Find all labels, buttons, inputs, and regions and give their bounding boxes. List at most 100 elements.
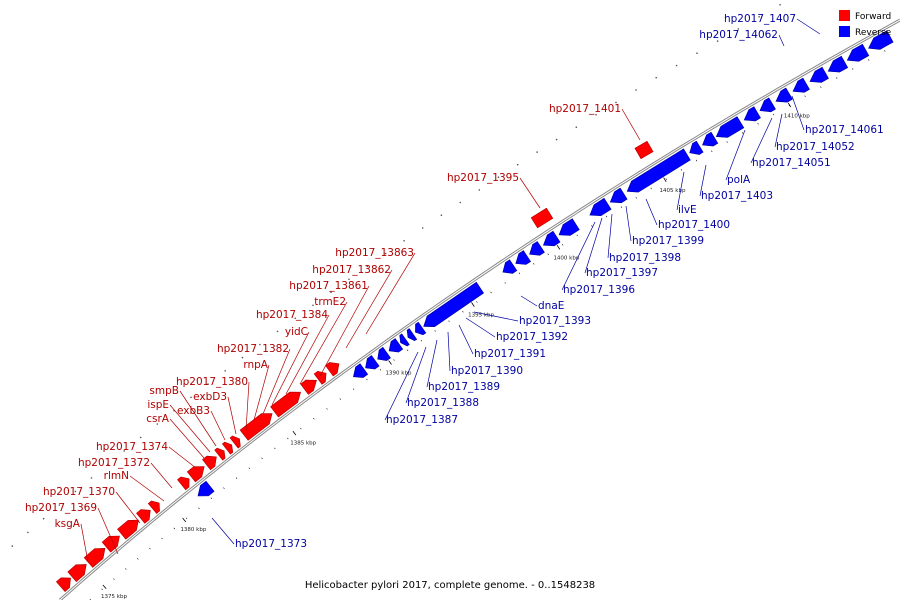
ring-dot (241, 356, 244, 359)
forward-gene-label-hp2017-13863[interactable]: hp2017_13863 (335, 247, 414, 259)
forward-gene[interactable] (117, 519, 139, 540)
reverse-gene-label-hp2017-1390[interactable]: hp2017_1390 (451, 365, 523, 377)
forward-gene[interactable] (83, 547, 106, 568)
forward-gene-label-hp2017-1395-leader (519, 177, 541, 209)
forward-gene-hp2017-1401[interactable] (634, 140, 654, 160)
reverse-gene[interactable] (626, 148, 691, 193)
ring-dot (696, 52, 698, 54)
reverse-gene[interactable] (558, 218, 580, 236)
forward-gene-label-ispe[interactable]: ispE (147, 399, 169, 411)
reverse-gene[interactable] (415, 321, 427, 336)
forward-gene[interactable] (270, 391, 301, 418)
reverse-gene[interactable] (423, 281, 485, 328)
reverse-gene-label-hp2017-1388[interactable]: hp2017_1388 (407, 397, 479, 409)
reverse-gene[interactable] (689, 140, 704, 155)
reverse-gene[interactable] (399, 333, 410, 347)
forward-gene-label-hp2017-1369[interactable]: hp2017_1369 (25, 502, 97, 514)
reverse-gene[interactable] (388, 338, 404, 353)
forward-gene[interactable] (202, 455, 217, 471)
forward-gene[interactable] (239, 413, 273, 441)
forward-gene-label-hp2017-1374[interactable]: hp2017_1374 (96, 441, 168, 453)
forward-gene-label-hp2017-1380[interactable]: hp2017_1380 (176, 376, 248, 388)
reverse-gene[interactable] (809, 66, 829, 83)
forward-gene-label-hp2017-1370[interactable]: hp2017_1370 (43, 486, 115, 498)
ring-dot (536, 151, 538, 153)
reverse-gene-label-hp2017-1392[interactable]: hp2017_1392 (496, 331, 568, 343)
forward-gene[interactable] (136, 509, 151, 524)
forward-gene[interactable] (67, 564, 87, 583)
forward-gene-label-hp2017-13862[interactable]: hp2017_13862 (312, 264, 391, 276)
scale-minor-tick (576, 234, 578, 237)
forward-gene-label-exbb3[interactable]: exbB3 (177, 405, 210, 417)
forward-gene-label-rlmn[interactable]: rlmN (104, 470, 129, 482)
forward-gene[interactable] (221, 441, 234, 455)
forward-gene-label-ksga[interactable]: ksgA (55, 518, 81, 530)
reverse-gene-label-hp2017-1373[interactable]: hp2017_1373 (235, 538, 307, 550)
ring-dot (555, 138, 558, 141)
forward-gene-label-trme2[interactable]: trmE2 (314, 296, 346, 308)
forward-gene-hp2017-1395[interactable] (530, 207, 554, 229)
reverse-gene-label-hp2017-1389[interactable]: hp2017_1389 (428, 381, 500, 393)
forward-gene[interactable] (214, 447, 226, 461)
reverse-gene-label-hp2017-14052[interactable]: hp2017_14052 (776, 141, 855, 153)
reverse-gene-label-hp2017-1393[interactable]: hp2017_1393 (519, 315, 591, 327)
forward-gene[interactable] (300, 379, 317, 395)
forward-gene-label-hp2017-1382[interactable]: hp2017_1382 (217, 343, 289, 355)
forward-gene[interactable] (186, 466, 205, 483)
reverse-gene[interactable] (197, 480, 215, 497)
reverse-gene[interactable] (589, 197, 612, 217)
reverse-gene[interactable] (868, 30, 894, 50)
reverse-gene-label-hp2017-14051[interactable]: hp2017_14051 (752, 157, 831, 169)
reverse-gene[interactable] (759, 97, 776, 113)
forward-gene-label-exbd3-leader (227, 396, 237, 435)
reverse-gene-label-hp2017-1391[interactable]: hp2017_1391 (474, 348, 546, 360)
reverse-gene-label-hp2017-1387[interactable]: hp2017_1387 (386, 414, 458, 426)
reverse-gene[interactable] (353, 363, 369, 378)
reverse-gene[interactable] (827, 55, 849, 73)
reverse-gene[interactable] (792, 77, 810, 93)
forward-gene-label-rnpa[interactable]: rnpA (243, 359, 268, 371)
forward-gene[interactable] (55, 577, 71, 593)
reverse-gene-label-ilve[interactable]: ilvE (678, 204, 697, 216)
reverse-gene[interactable] (502, 259, 518, 274)
reverse-gene-label-hp2017-1398[interactable]: hp2017_1398 (609, 252, 681, 264)
forward-gene-label-hp2017-1372[interactable]: hp2017_1372 (78, 457, 150, 469)
reverse-gene-label-hp2017-1396[interactable]: hp2017_1396 (563, 284, 635, 296)
reverse-gene[interactable] (529, 241, 545, 256)
reverse-gene[interactable] (743, 106, 761, 122)
reverse-gene[interactable] (775, 87, 793, 103)
reverse-gene-label-pola[interactable]: polA (727, 174, 751, 186)
scale-tick-label: 1385 kbp (290, 441, 316, 447)
reverse-gene-label-hp2017-1397[interactable]: hp2017_1397 (586, 267, 658, 279)
reverse-gene-label-hp2017-1399[interactable]: hp2017_1399 (632, 235, 704, 247)
reverse-gene[interactable] (406, 328, 418, 342)
forward-gene-label-hp2017-13861[interactable]: hp2017_13861 (289, 280, 368, 292)
reverse-gene-label-hp2017-1403[interactable]: hp2017_1403 (701, 190, 773, 202)
forward-gene-label-csra[interactable]: csrA (146, 413, 170, 425)
reverse-gene[interactable] (377, 346, 391, 361)
forward-gene-label-hp2017-1384-leader (285, 314, 330, 395)
forward-gene-label-yidc[interactable]: yidC (285, 326, 308, 338)
reverse-gene[interactable] (846, 43, 870, 62)
reverse-gene-label-hp2017-14061[interactable]: hp2017_14061 (805, 124, 884, 136)
ring-dot (675, 64, 678, 67)
forward-gene[interactable] (325, 362, 340, 377)
reverse-gene[interactable] (515, 250, 532, 265)
forward-gene-label-hp2017-1401[interactable]: hp2017_1401 (549, 103, 621, 115)
reverse-gene[interactable] (702, 131, 719, 147)
forward-gene-label-smpb[interactable]: smpB (149, 385, 179, 397)
reverse-gene-label-dnae[interactable]: dnaE (538, 300, 564, 312)
reverse-gene-label-hp2017-1407[interactable]: hp2017_1407 (724, 13, 796, 25)
reverse-gene-label-hp2017-14062[interactable]: hp2017_14062 (699, 29, 778, 41)
forward-gene-label-hp2017-1395[interactable]: hp2017_1395 (447, 172, 519, 184)
reverse-gene[interactable] (542, 230, 561, 247)
reverse-gene[interactable] (715, 116, 745, 138)
reverse-gene-label-hp2017-1400[interactable]: hp2017_1400 (658, 219, 730, 231)
forward-gene[interactable] (177, 476, 190, 491)
forward-gene[interactable] (229, 435, 241, 449)
forward-gene-label-exbd3[interactable]: exbD3 (193, 391, 227, 403)
reverse-gene[interactable] (365, 355, 380, 370)
forward-gene[interactable] (147, 500, 160, 514)
forward-gene-label-hp2017-1384[interactable]: hp2017_1384 (256, 309, 328, 321)
reverse-gene[interactable] (609, 187, 628, 204)
